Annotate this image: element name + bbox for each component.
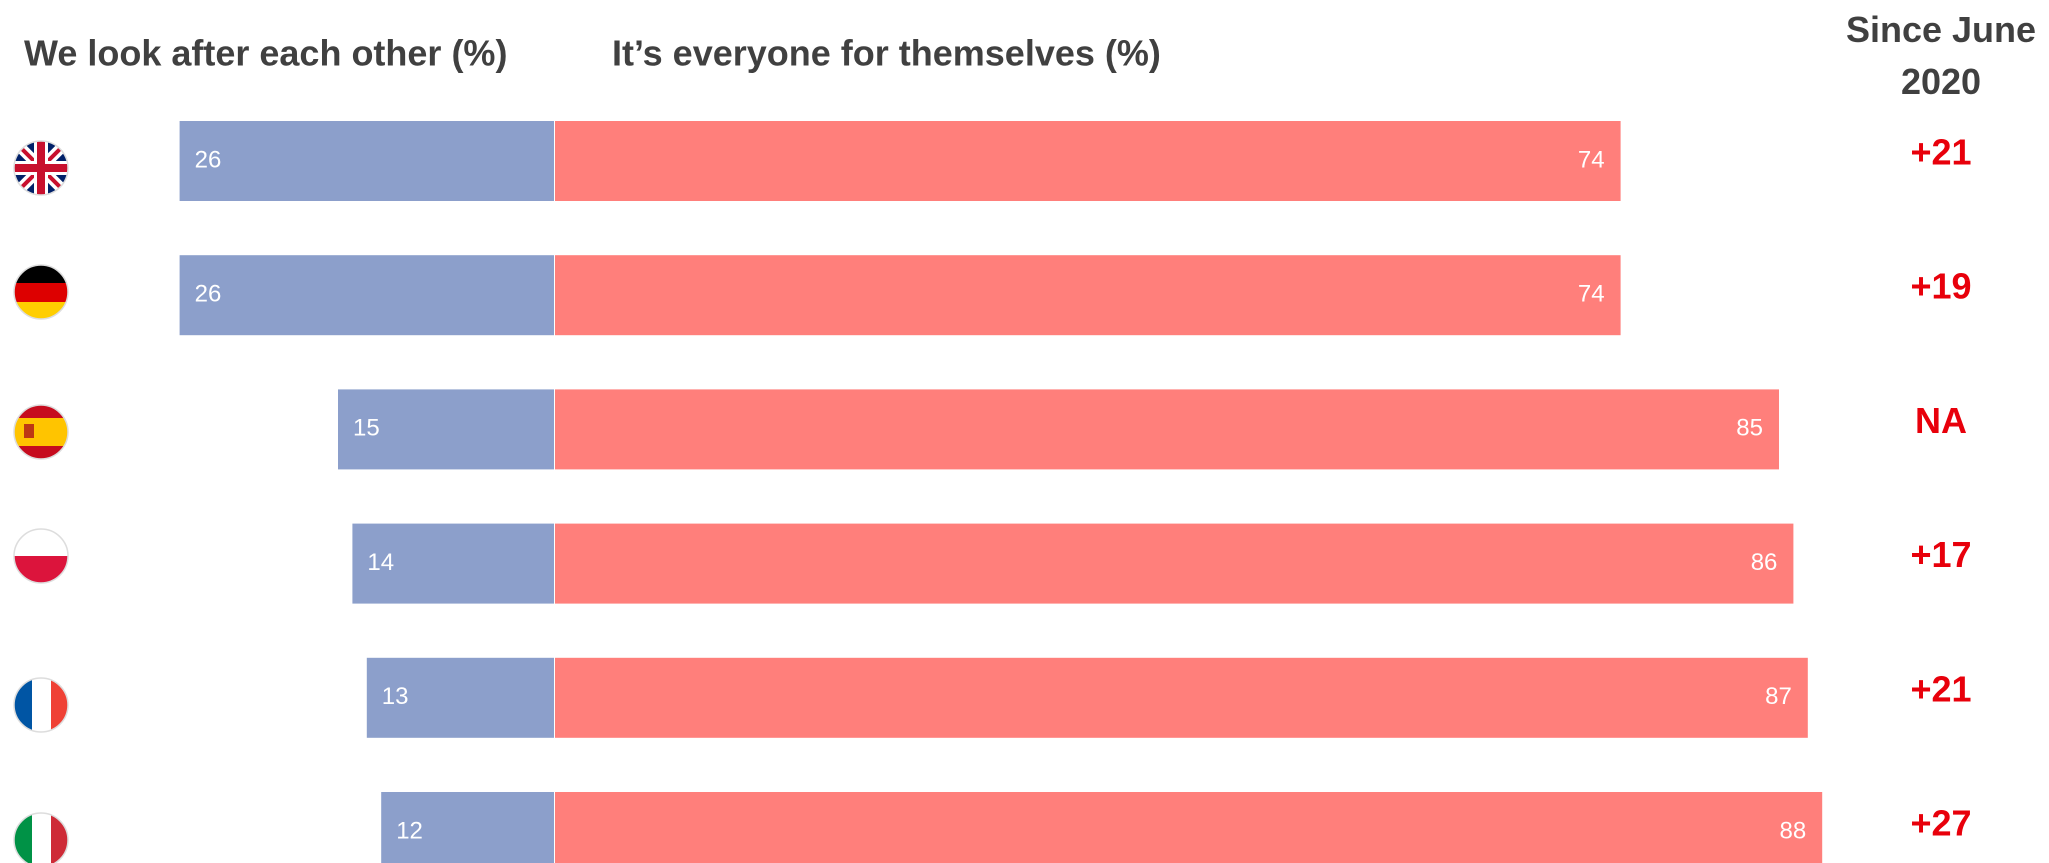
- data-label: 26: [195, 281, 222, 308]
- data-label: 85: [1736, 415, 1763, 442]
- change-label: +27: [1910, 803, 1971, 844]
- series-header: We look after each other (%): [24, 33, 507, 74]
- data-label: 15: [353, 415, 380, 442]
- bar: [555, 121, 1621, 201]
- data-label: 12: [396, 817, 423, 844]
- bar: [179, 121, 554, 201]
- flag-poland: [13, 528, 69, 584]
- data-label: 14: [367, 549, 394, 576]
- bar: [338, 389, 554, 470]
- change-label: +21: [1910, 668, 1971, 709]
- bar: [381, 792, 554, 863]
- data-label: 74: [1578, 146, 1605, 173]
- flag-germany: [13, 264, 69, 320]
- bar: [366, 657, 554, 738]
- change-header: Since June 2020: [1845, 9, 2037, 102]
- bar: [555, 255, 1621, 336]
- data-label: 13: [382, 683, 409, 710]
- change-label: +21: [1910, 132, 1971, 173]
- data-label: 74: [1578, 281, 1605, 308]
- data-label: 26: [195, 146, 222, 173]
- change-label: +19: [1910, 266, 1971, 307]
- bar: [179, 255, 554, 336]
- data-label: 87: [1765, 683, 1792, 710]
- bar: [555, 523, 1794, 604]
- change-label: NA: [1915, 400, 1967, 441]
- bar: [352, 523, 554, 604]
- bar: [555, 389, 1779, 470]
- flag-uk: [13, 140, 69, 196]
- flag-italy: [13, 812, 69, 863]
- change-label: +17: [1910, 534, 1971, 575]
- flag-spain: [13, 404, 69, 460]
- series-header: It’s everyone for themselves (%): [612, 33, 1161, 74]
- data-label: 88: [1779, 817, 1806, 844]
- bar: [555, 657, 1808, 738]
- bar: [555, 792, 1823, 863]
- flag-france: [13, 677, 69, 733]
- data-label: 86: [1751, 549, 1778, 576]
